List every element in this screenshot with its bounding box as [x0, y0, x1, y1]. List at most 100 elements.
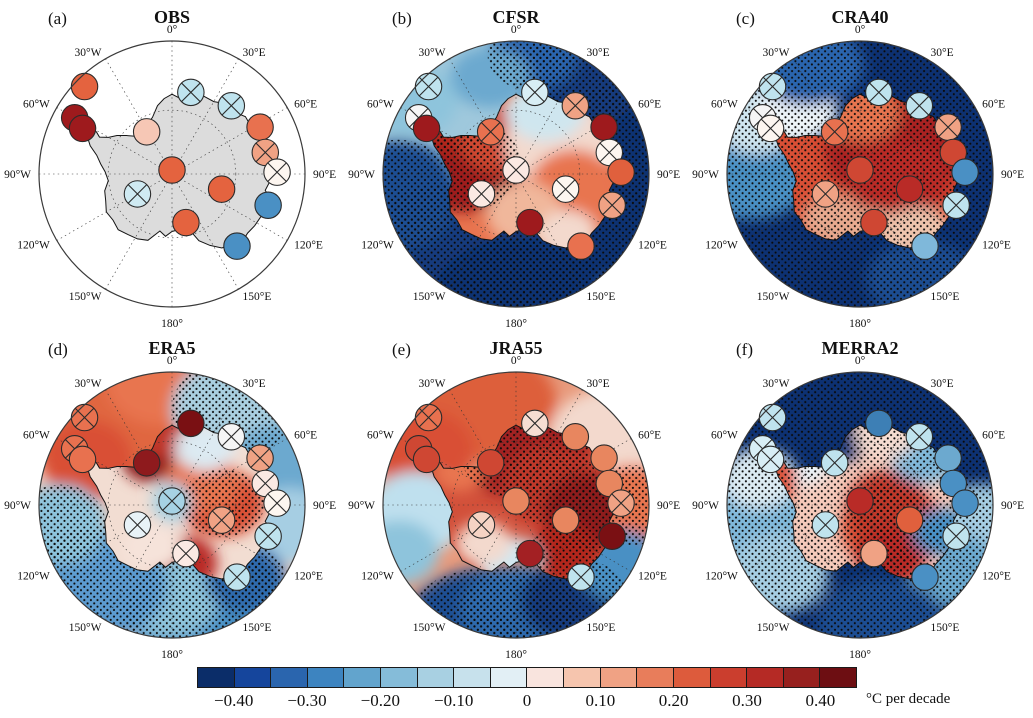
- station-marker: [123, 511, 152, 539]
- map-circle: [726, 371, 994, 639]
- station-marker: [132, 449, 161, 477]
- lon-label: 0°: [511, 24, 522, 36]
- lon-label: 30°W: [763, 47, 790, 59]
- station-marker: [911, 232, 939, 260]
- station-marker: [217, 422, 246, 451]
- lon-label: 60°E: [294, 430, 317, 442]
- station-marker: [934, 113, 962, 141]
- station-marker: [598, 191, 626, 219]
- station-marker: [172, 208, 200, 237]
- lon-label: 120°W: [17, 239, 50, 251]
- colorbar-segment: [489, 668, 527, 687]
- station-marker: [598, 522, 626, 550]
- station-marker: [68, 114, 97, 143]
- station-marker: [158, 487, 186, 515]
- colorbar-segment: [270, 668, 307, 687]
- graticule: [39, 372, 305, 638]
- panel-jra55: (e) JRA55 0° 30°E 60°E 90°E 120°E 150°E 180° 150°…: [344, 331, 688, 662]
- colorbar-segment: [563, 668, 600, 687]
- panel-cfsr: (b) CFSR 0° 30°E 60°E 90°E 120°E 150°E 180° 150°W…: [344, 0, 688, 331]
- lon-label: 120°E: [638, 570, 667, 582]
- station-marker: [865, 78, 893, 107]
- station-marker: [467, 180, 496, 208]
- colorbar-segment: [306, 668, 344, 687]
- station-marker: [516, 539, 544, 568]
- lon-label: 90°W: [4, 169, 31, 181]
- panel-title: ERA5: [148, 338, 195, 358]
- colorbar-tick: 0.10: [585, 691, 616, 710]
- station-marker: [860, 208, 888, 237]
- lon-label: 90°W: [4, 500, 31, 512]
- station-marker: [567, 563, 595, 591]
- station-marker: [590, 113, 618, 141]
- lon-label: 60°E: [294, 99, 317, 111]
- panel-obs: (a) OBS 0° 30°E 60°E 90°E 120°E 150°E 180° 150°W 1…: [0, 0, 344, 331]
- colorbar-unit-label: °C per decade: [866, 691, 951, 707]
- lon-label: 0°: [855, 355, 866, 367]
- lon-label: 120°E: [294, 570, 323, 582]
- station-marker: [246, 113, 274, 141]
- station-marker: [172, 539, 200, 568]
- station-marker: [521, 409, 549, 438]
- station-marker: [476, 118, 505, 146]
- lon-label: 60°W: [711, 430, 738, 442]
- lon-label: 150°W: [757, 622, 790, 634]
- colorbar-bar: [197, 667, 857, 688]
- colorbar-segment: [819, 668, 856, 687]
- colorbar-tick: −0.30: [287, 691, 327, 710]
- lon-label: 180°: [849, 318, 871, 330]
- colorbar-segment: [526, 668, 564, 687]
- lon-label: 60°E: [982, 430, 1005, 442]
- station-marker: [758, 403, 787, 432]
- station-marker: [590, 444, 618, 472]
- panel-letter: (a): [48, 9, 67, 28]
- lon-label: 60°W: [367, 99, 394, 111]
- graticule: [383, 41, 649, 307]
- station-marker: [412, 114, 441, 143]
- station-marker: [263, 489, 291, 517]
- station-marker: [551, 506, 580, 534]
- lon-label: 60°W: [23, 99, 50, 111]
- station-marker: [177, 78, 205, 107]
- colorbar-tick: 0.40: [805, 691, 836, 710]
- lon-label: 180°: [161, 318, 183, 330]
- lon-label: 120°W: [705, 570, 738, 582]
- map-panels-grid: (a) OBS 0° 30°E 60°E 90°E 120°E 150°E 180° 150°W 1…: [0, 0, 1032, 662]
- panel-letter: (d): [48, 340, 68, 359]
- station-marker: [516, 208, 544, 237]
- station-marker: [895, 175, 924, 203]
- colorbar-segment: [709, 668, 747, 687]
- map-circle: [382, 40, 650, 308]
- station-marker: [521, 78, 549, 107]
- lon-label: 90°E: [657, 169, 680, 181]
- map-circle: [38, 40, 306, 308]
- lon-label: 180°: [505, 649, 527, 661]
- graticule: [727, 372, 993, 638]
- station-marker: [820, 118, 849, 146]
- lon-label: 120°W: [361, 570, 394, 582]
- lon-label: 120°E: [294, 239, 323, 251]
- lon-label: 60°W: [23, 430, 50, 442]
- station-marker: [412, 445, 441, 474]
- lon-label: 90°E: [313, 169, 336, 181]
- lon-label: 150°E: [586, 622, 615, 634]
- station-marker: [251, 138, 280, 167]
- panel-title: OBS: [154, 7, 190, 27]
- panel-era5: (d) ERA5 0° 30°E 60°E 90°E 120°E 150°E 180° 150°W…: [0, 331, 344, 662]
- station-marker: [207, 506, 236, 534]
- station-marker: [607, 489, 635, 517]
- panel-title: MERRA2: [822, 338, 899, 358]
- lon-label: 180°: [505, 318, 527, 330]
- lon-label: 60°E: [638, 430, 661, 442]
- station-marker: [951, 158, 979, 186]
- station-marker: [820, 449, 849, 477]
- lon-label: 120°W: [361, 239, 394, 251]
- colorbar-segment: [746, 668, 783, 687]
- lon-label: 30°W: [75, 378, 102, 390]
- panel-title: CFSR: [492, 7, 540, 27]
- panel-merra2: (f) MERRA2 0° 30°E 60°E 90°E 120°E 150°E 180° 150…: [688, 331, 1032, 662]
- station-marker: [70, 72, 99, 101]
- colorbar-tick: 0.30: [732, 691, 762, 710]
